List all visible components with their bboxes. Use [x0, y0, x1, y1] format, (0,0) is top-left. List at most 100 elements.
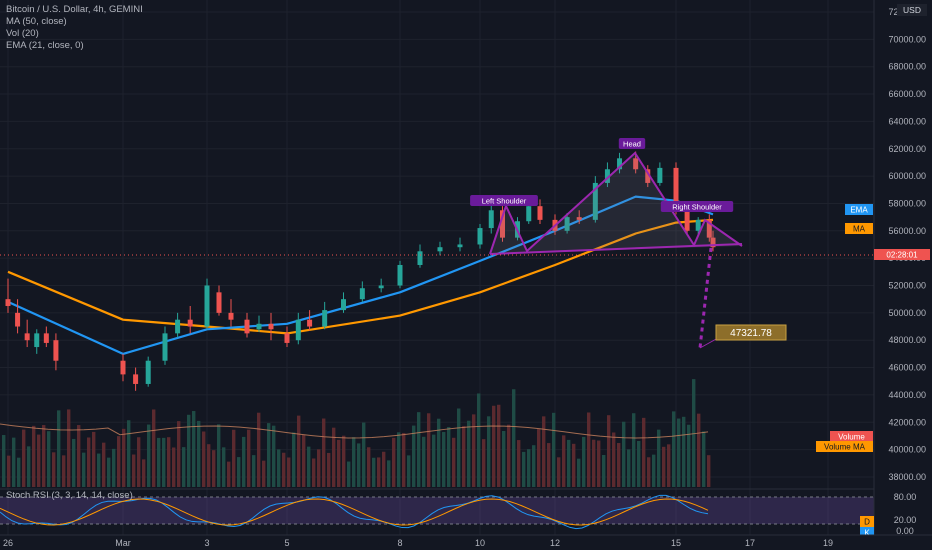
- neckline[interactable]: [489, 243, 743, 255]
- candle[interactable]: [633, 158, 639, 170]
- volume-bar: [222, 447, 226, 487]
- candle[interactable]: [604, 169, 610, 183]
- volume-bar: [662, 446, 666, 487]
- candle[interactable]: [120, 360, 126, 375]
- legend-ma[interactable]: MA (50, close): [6, 16, 67, 27]
- candle[interactable]: [133, 374, 139, 384]
- candle[interactable]: [43, 333, 49, 343]
- candle[interactable]: [244, 319, 250, 334]
- volume-bar: [52, 452, 56, 487]
- target-box[interactable]: [715, 324, 787, 341]
- volume-bar: [62, 455, 66, 487]
- candle[interactable]: [417, 251, 423, 265]
- volume-bar: [522, 451, 526, 487]
- time-tick-label: 17: [745, 538, 755, 548]
- symbol-title[interactable]: Bitcoin / U.S. Dollar, 4h, GEMINI: [6, 4, 143, 15]
- candle[interactable]: [488, 210, 494, 229]
- volume-bar: [272, 425, 276, 487]
- volume-bar: [157, 437, 161, 487]
- volume-bar: [327, 452, 331, 487]
- target-projection[interactable]: [698, 247, 713, 349]
- volume-bar: [232, 429, 236, 487]
- volume-bar: [132, 454, 136, 487]
- candle[interactable]: [397, 264, 403, 286]
- currency-bg: [897, 4, 927, 16]
- candle[interactable]: [256, 323, 262, 330]
- volume-bar: [142, 459, 146, 487]
- candle[interactable]: [645, 169, 651, 183]
- candle[interactable]: [5, 299, 11, 307]
- volume-bar: [387, 460, 391, 487]
- candle[interactable]: [537, 206, 543, 220]
- volume-bar: [537, 429, 541, 487]
- rsi-tick-label: 20.00: [894, 515, 917, 525]
- candle[interactable]: [617, 158, 623, 170]
- volume-bar: [397, 432, 401, 487]
- time-tick-label: Mar: [115, 538, 131, 548]
- candle[interactable]: [526, 206, 532, 222]
- candle[interactable]: [322, 310, 328, 327]
- candle[interactable]: [341, 299, 346, 311]
- volume-bar: [412, 425, 416, 487]
- volume-bar: [72, 438, 76, 487]
- volume-bar: [357, 443, 361, 487]
- volume-bar: [432, 434, 436, 487]
- time-tick-label: 12: [550, 538, 560, 548]
- ma-line[interactable]: [7, 218, 714, 335]
- candle[interactable]: [437, 247, 443, 252]
- target-leader: [699, 337, 719, 349]
- volume-bar: [17, 457, 21, 487]
- candle[interactable]: [710, 237, 716, 248]
- volume-bar: [102, 442, 106, 487]
- candle[interactable]: [576, 217, 582, 220]
- volume-bar: [527, 449, 531, 487]
- candle[interactable]: [15, 312, 21, 327]
- time-tick-label: 19: [823, 538, 833, 548]
- volume-badge-bg: [830, 431, 873, 442]
- candle[interactable]: [378, 285, 384, 289]
- volume-bar: [207, 444, 211, 487]
- candle[interactable]: [204, 285, 210, 327]
- volume-bar: [127, 420, 131, 487]
- rsi-title: Stoch RSI (3, 3, 14, 14, close): [6, 490, 133, 501]
- candle[interactable]: [284, 333, 290, 343]
- candle[interactable]: [228, 312, 234, 320]
- candle[interactable]: [592, 182, 598, 220]
- candle[interactable]: [53, 340, 59, 361]
- volume-bar: [577, 458, 581, 487]
- candle[interactable]: [657, 167, 663, 183]
- candle[interactable]: [268, 323, 274, 330]
- candle[interactable]: [162, 333, 168, 361]
- candle[interactable]: [187, 319, 193, 327]
- volume-bar: [367, 447, 371, 487]
- candle[interactable]: [24, 333, 30, 341]
- volume-bar: [167, 437, 171, 487]
- candle[interactable]: [457, 244, 463, 248]
- volume-bar: [107, 457, 111, 487]
- candle[interactable]: [34, 333, 40, 348]
- left-shoulder-label-bg: [470, 195, 538, 206]
- volume-bar: [372, 457, 376, 487]
- candle[interactable]: [564, 217, 570, 231]
- candle[interactable]: [359, 288, 365, 300]
- candle[interactable]: [216, 292, 222, 313]
- candle[interactable]: [695, 219, 701, 231]
- volume-bar: [392, 437, 396, 487]
- legend-ema[interactable]: EMA (21, close, 0): [6, 40, 84, 51]
- volume-bar: [97, 453, 101, 487]
- candle[interactable]: [295, 319, 301, 341]
- candle[interactable]: [145, 360, 151, 384]
- stoch-d-line[interactable]: [0, 498, 709, 526]
- candle[interactable]: [175, 319, 181, 334]
- candle[interactable]: [500, 210, 505, 238]
- candle[interactable]: [307, 319, 313, 327]
- candle[interactable]: [706, 219, 712, 238]
- candle[interactable]: [684, 210, 690, 231]
- legend-vol[interactable]: Vol (20): [6, 28, 39, 39]
- volume-bar: [437, 418, 441, 487]
- candle[interactable]: [673, 167, 679, 211]
- candle[interactable]: [477, 228, 483, 245]
- volume-bar: [677, 418, 681, 487]
- volume-bar: [287, 457, 291, 487]
